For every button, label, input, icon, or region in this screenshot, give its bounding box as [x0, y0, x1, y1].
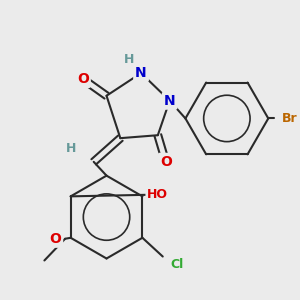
Text: N: N [135, 66, 147, 80]
Text: HO: HO [147, 188, 168, 201]
Text: O: O [49, 232, 61, 246]
Text: O: O [77, 72, 89, 86]
Text: Cl: Cl [171, 258, 184, 271]
Text: N: N [164, 94, 176, 108]
Text: H: H [66, 142, 76, 154]
Text: H: H [124, 53, 134, 66]
Text: Br: Br [282, 112, 298, 125]
Text: O: O [160, 155, 172, 169]
